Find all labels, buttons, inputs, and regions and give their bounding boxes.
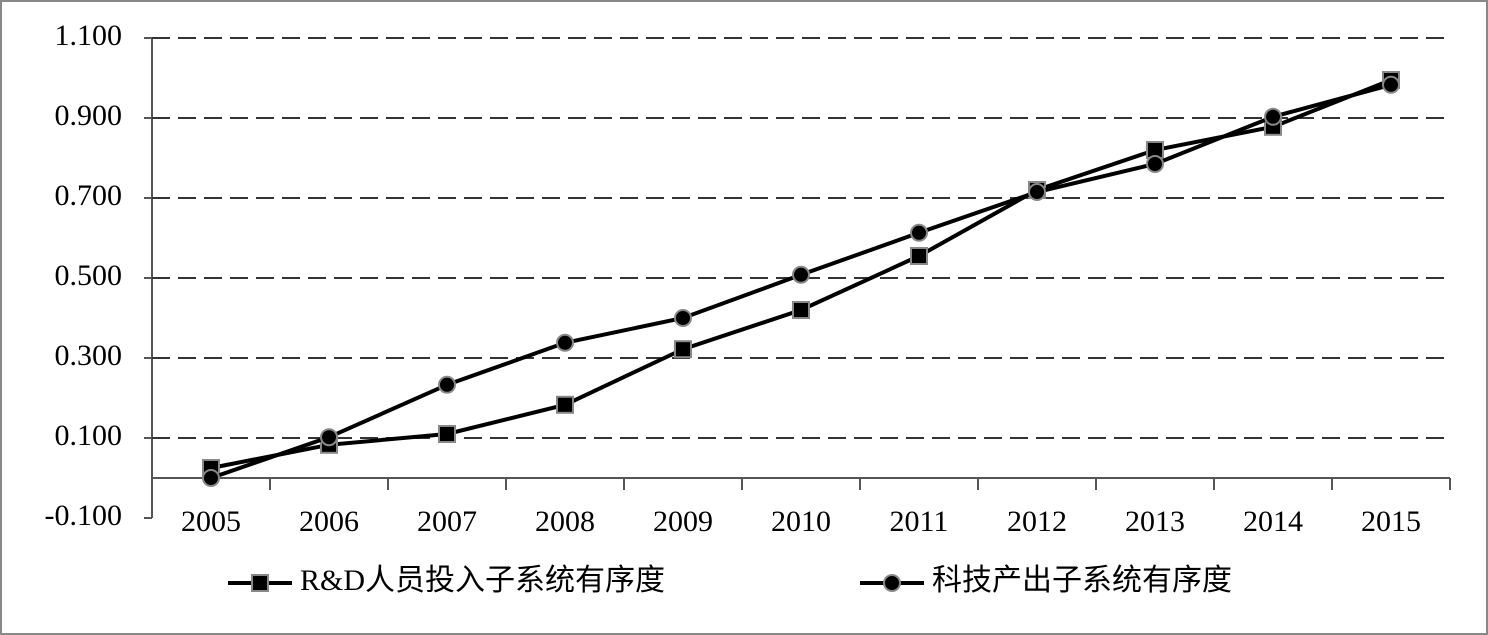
marker: [792, 301, 810, 319]
marker: [910, 223, 928, 242]
x-tick-label: 2005: [181, 505, 241, 538]
x-tick-label: 2010: [771, 505, 831, 538]
marker: [202, 469, 220, 487]
x-tick-label: 2014: [1243, 505, 1303, 538]
marker: [792, 265, 810, 284]
marker: [251, 574, 269, 592]
x-tick-label: 2011: [890, 505, 949, 538]
x-tick-label: 2007: [417, 505, 477, 538]
marker: [883, 574, 901, 592]
y-tick-label: 1.100: [55, 19, 123, 52]
y-tick-label: 0.500: [55, 259, 123, 292]
marker: [556, 395, 574, 414]
marker: [556, 333, 574, 352]
legend-label: 科技产出子系统有序度: [932, 564, 1232, 597]
y-tick-label: 0.700: [55, 179, 123, 212]
marker: [1146, 155, 1164, 173]
x-tick-label: 2015: [1361, 505, 1421, 538]
marker: [1028, 183, 1046, 201]
legend-label: R&D人员投入子系统有序度: [300, 564, 665, 597]
marker: [910, 247, 928, 265]
marker: [438, 425, 456, 443]
marker: [1264, 107, 1282, 126]
x-tick-label: 2012: [1007, 505, 1067, 538]
x-tick-label: 2009: [653, 505, 713, 538]
y-tick-label: 0.100: [55, 419, 123, 452]
x-tick-label: 2006: [299, 505, 359, 538]
y-tick-label: 0.900: [55, 99, 123, 132]
marker: [320, 428, 338, 447]
marker: [674, 309, 692, 327]
x-tick-label: 2013: [1125, 505, 1185, 538]
marker: [1382, 75, 1400, 94]
y-tick-label: -0.100: [45, 499, 123, 532]
marker: [674, 340, 692, 359]
x-tick-label: 2008: [535, 505, 595, 538]
marker: [438, 375, 456, 394]
y-tick-label: 0.300: [55, 339, 123, 372]
